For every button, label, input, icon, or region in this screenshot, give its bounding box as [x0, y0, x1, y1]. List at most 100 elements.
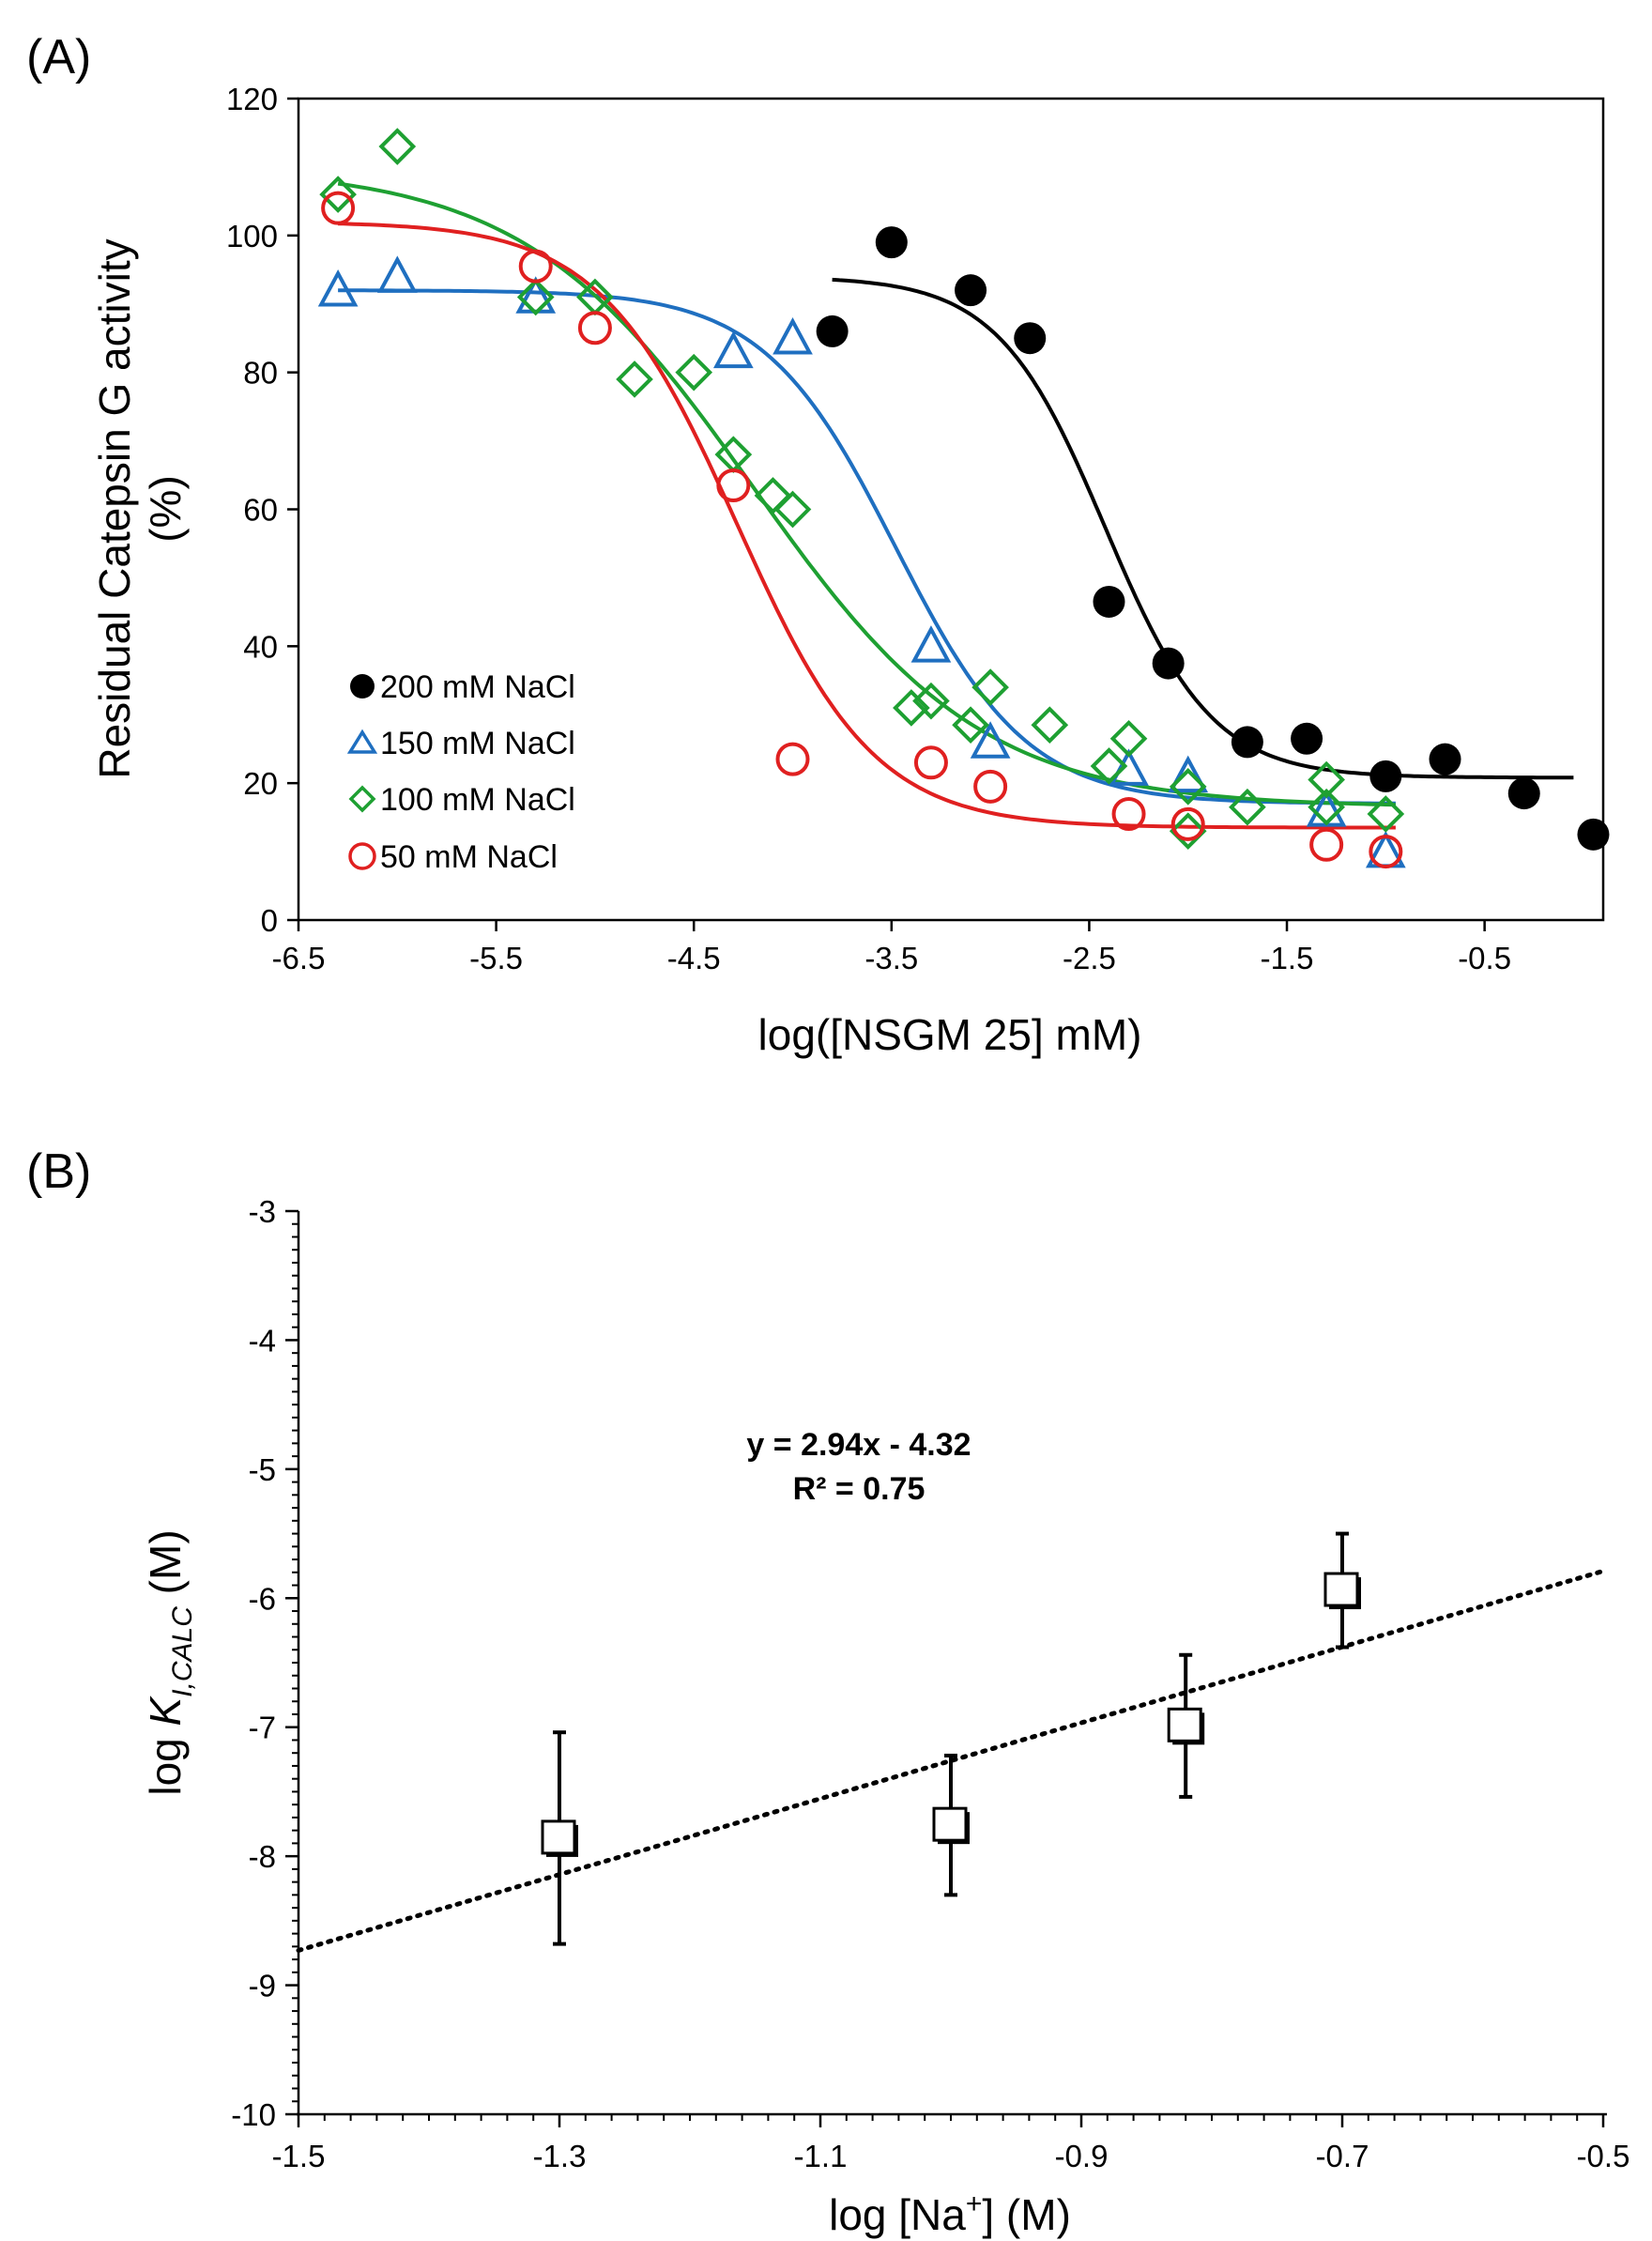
- data-point: [1111, 796, 1146, 831]
- trendline-r-squared: R² = 0.75: [793, 1471, 925, 1507]
- y-tick-label: 20: [243, 766, 278, 801]
- data-point: [1369, 835, 1403, 869]
- legend-marker-open-triangle: [346, 729, 378, 754]
- x-tick-label: -6.5: [272, 941, 326, 975]
- fit-curve: [337, 181, 1396, 807]
- data-point: [893, 689, 930, 727]
- panel-b: (B) -10 -9 -8 -7 -6 -5 -4 -3 -1.5 -1.3 -1.1 -0.9 -0.…: [26, 1144, 1629, 2239]
- data-point: [515, 276, 557, 314]
- data-point: [1577, 818, 1610, 851]
- panel-a-y-label-line2: (%): [141, 475, 190, 543]
- y-tick-label: 80: [243, 356, 278, 391]
- data-point: [910, 625, 952, 663]
- data-point: [1152, 647, 1185, 680]
- fit-curve: [338, 288, 1396, 806]
- data-point: [932, 1806, 968, 1842]
- data-point: [1309, 827, 1344, 862]
- data-point: [970, 721, 1011, 759]
- data-point: [518, 249, 553, 284]
- data-point: [1168, 755, 1209, 793]
- data-point: [875, 226, 908, 259]
- panel-a-y-label-line1: Residual Catepsin G activity: [90, 238, 139, 778]
- data-point: [971, 668, 1009, 706]
- data-point: [317, 269, 359, 307]
- legend-item-50mm: 50 mM NaCl: [348, 839, 558, 875]
- y-tick-label: 0: [261, 903, 278, 938]
- legend-label-150mm: 150 mM NaCl: [380, 726, 575, 761]
- x-label-prefix: log [Na: [829, 2190, 966, 2239]
- panel-a-x-axis-label: log([NSGM 25] mM): [758, 1010, 1142, 1059]
- data-point: [1169, 812, 1207, 851]
- data-point: [577, 311, 612, 345]
- panel-a-fit-curves: [337, 181, 1574, 830]
- data-point: [754, 477, 792, 514]
- data-point: [1093, 585, 1125, 618]
- data-point: [616, 361, 653, 398]
- x-tick-label: -0.9: [1055, 2139, 1109, 2173]
- data-point: [912, 682, 950, 720]
- legend-marker-open-circle: [348, 842, 376, 870]
- panel-b-data-points: [541, 1531, 1361, 1946]
- data-point: [1429, 743, 1461, 775]
- data-point: [1231, 726, 1263, 759]
- panel-a-ticks: 0 20 40 60 80 100 120 -6.5 -5.5 -4.5 -3.5 -2.5 -1.5 -…: [226, 82, 1511, 975]
- panel-a-data-points: [317, 128, 1610, 869]
- data-point: [516, 278, 555, 316]
- y-label-suffix: (M): [141, 1529, 190, 1606]
- data-point: [541, 1819, 576, 1855]
- legend-item-200mm: 200 mM NaCl: [350, 669, 575, 705]
- x-tick-label: -2.5: [1063, 941, 1116, 975]
- panel-a-y-axis-label: Residual Catepsin G activity (%): [90, 238, 190, 778]
- data-point: [1308, 760, 1345, 799]
- data-point: [1090, 747, 1128, 785]
- legend-label-200mm: 200 mM NaCl: [380, 669, 575, 705]
- data-point: [1109, 719, 1148, 758]
- legend-item-150mm: 150 mM NaCl: [346, 726, 575, 761]
- panel-b-y-axis-label: log KI,CALC (M): [141, 1529, 198, 1795]
- x-label-suffix: ] (M): [982, 2190, 1071, 2239]
- data-point: [675, 353, 713, 391]
- data-point: [1167, 1707, 1202, 1742]
- panel-a-legend: 200 mM NaCl 150 mM NaCl 100 mM NaCl 50 m…: [346, 669, 575, 875]
- x-tick-label: -3.5: [864, 941, 918, 975]
- data-point: [1031, 706, 1069, 744]
- data-point: [773, 490, 812, 529]
- panel-b-y-label-text: log KI,CALC (M): [141, 1529, 198, 1795]
- panel-b-x-axis-label: log [Na+] (M): [829, 2188, 1071, 2239]
- data-point: [319, 176, 357, 213]
- x-tick-label: -1.1: [794, 2139, 848, 2173]
- y-tick-label: -5: [249, 1452, 276, 1487]
- panel-b-ticks: -10 -9 -8 -7 -6 -5 -4 -3 -1.5 -1.3 -1.1 -0.9 -0.7 -0.…: [231, 1194, 1629, 2173]
- x-tick-label: -5.5: [469, 941, 523, 975]
- data-point: [1291, 722, 1323, 755]
- y-tick-label: -10: [231, 2097, 276, 2132]
- data-point: [1367, 795, 1405, 833]
- y-tick-label: -9: [249, 1969, 276, 2003]
- x-tick-label: -1.3: [533, 2139, 587, 2173]
- data-point: [772, 317, 813, 355]
- data-point: [816, 315, 849, 347]
- y-tick-label: 120: [226, 82, 278, 116]
- panel-b-label: (B): [26, 1144, 91, 1199]
- x-tick-label: -0.7: [1316, 2139, 1369, 2173]
- y-label-k: K: [141, 1695, 190, 1726]
- data-point: [973, 769, 1008, 804]
- panel-a-label: (A): [26, 30, 91, 84]
- y-tick-label: -6: [249, 1581, 276, 1616]
- data-point: [913, 745, 948, 780]
- data-point: [321, 191, 356, 225]
- data-point: [1323, 1572, 1359, 1607]
- data-point: [1169, 767, 1207, 806]
- legend-item-100mm: 100 mM NaCl: [348, 782, 575, 818]
- fit-curve: [832, 277, 1574, 780]
- legend-marker-filled-circle: [350, 674, 375, 698]
- x-tick-label: -4.5: [667, 941, 721, 975]
- y-tick-label: -7: [249, 1711, 276, 1745]
- x-tick-label: -0.5: [1577, 2139, 1630, 2173]
- y-tick-label: 40: [243, 629, 278, 664]
- data-point: [1369, 760, 1402, 792]
- data-point: [952, 706, 989, 744]
- legend-label-100mm: 100 mM NaCl: [380, 782, 575, 818]
- y-label-subscript: I,CALC: [167, 1606, 198, 1697]
